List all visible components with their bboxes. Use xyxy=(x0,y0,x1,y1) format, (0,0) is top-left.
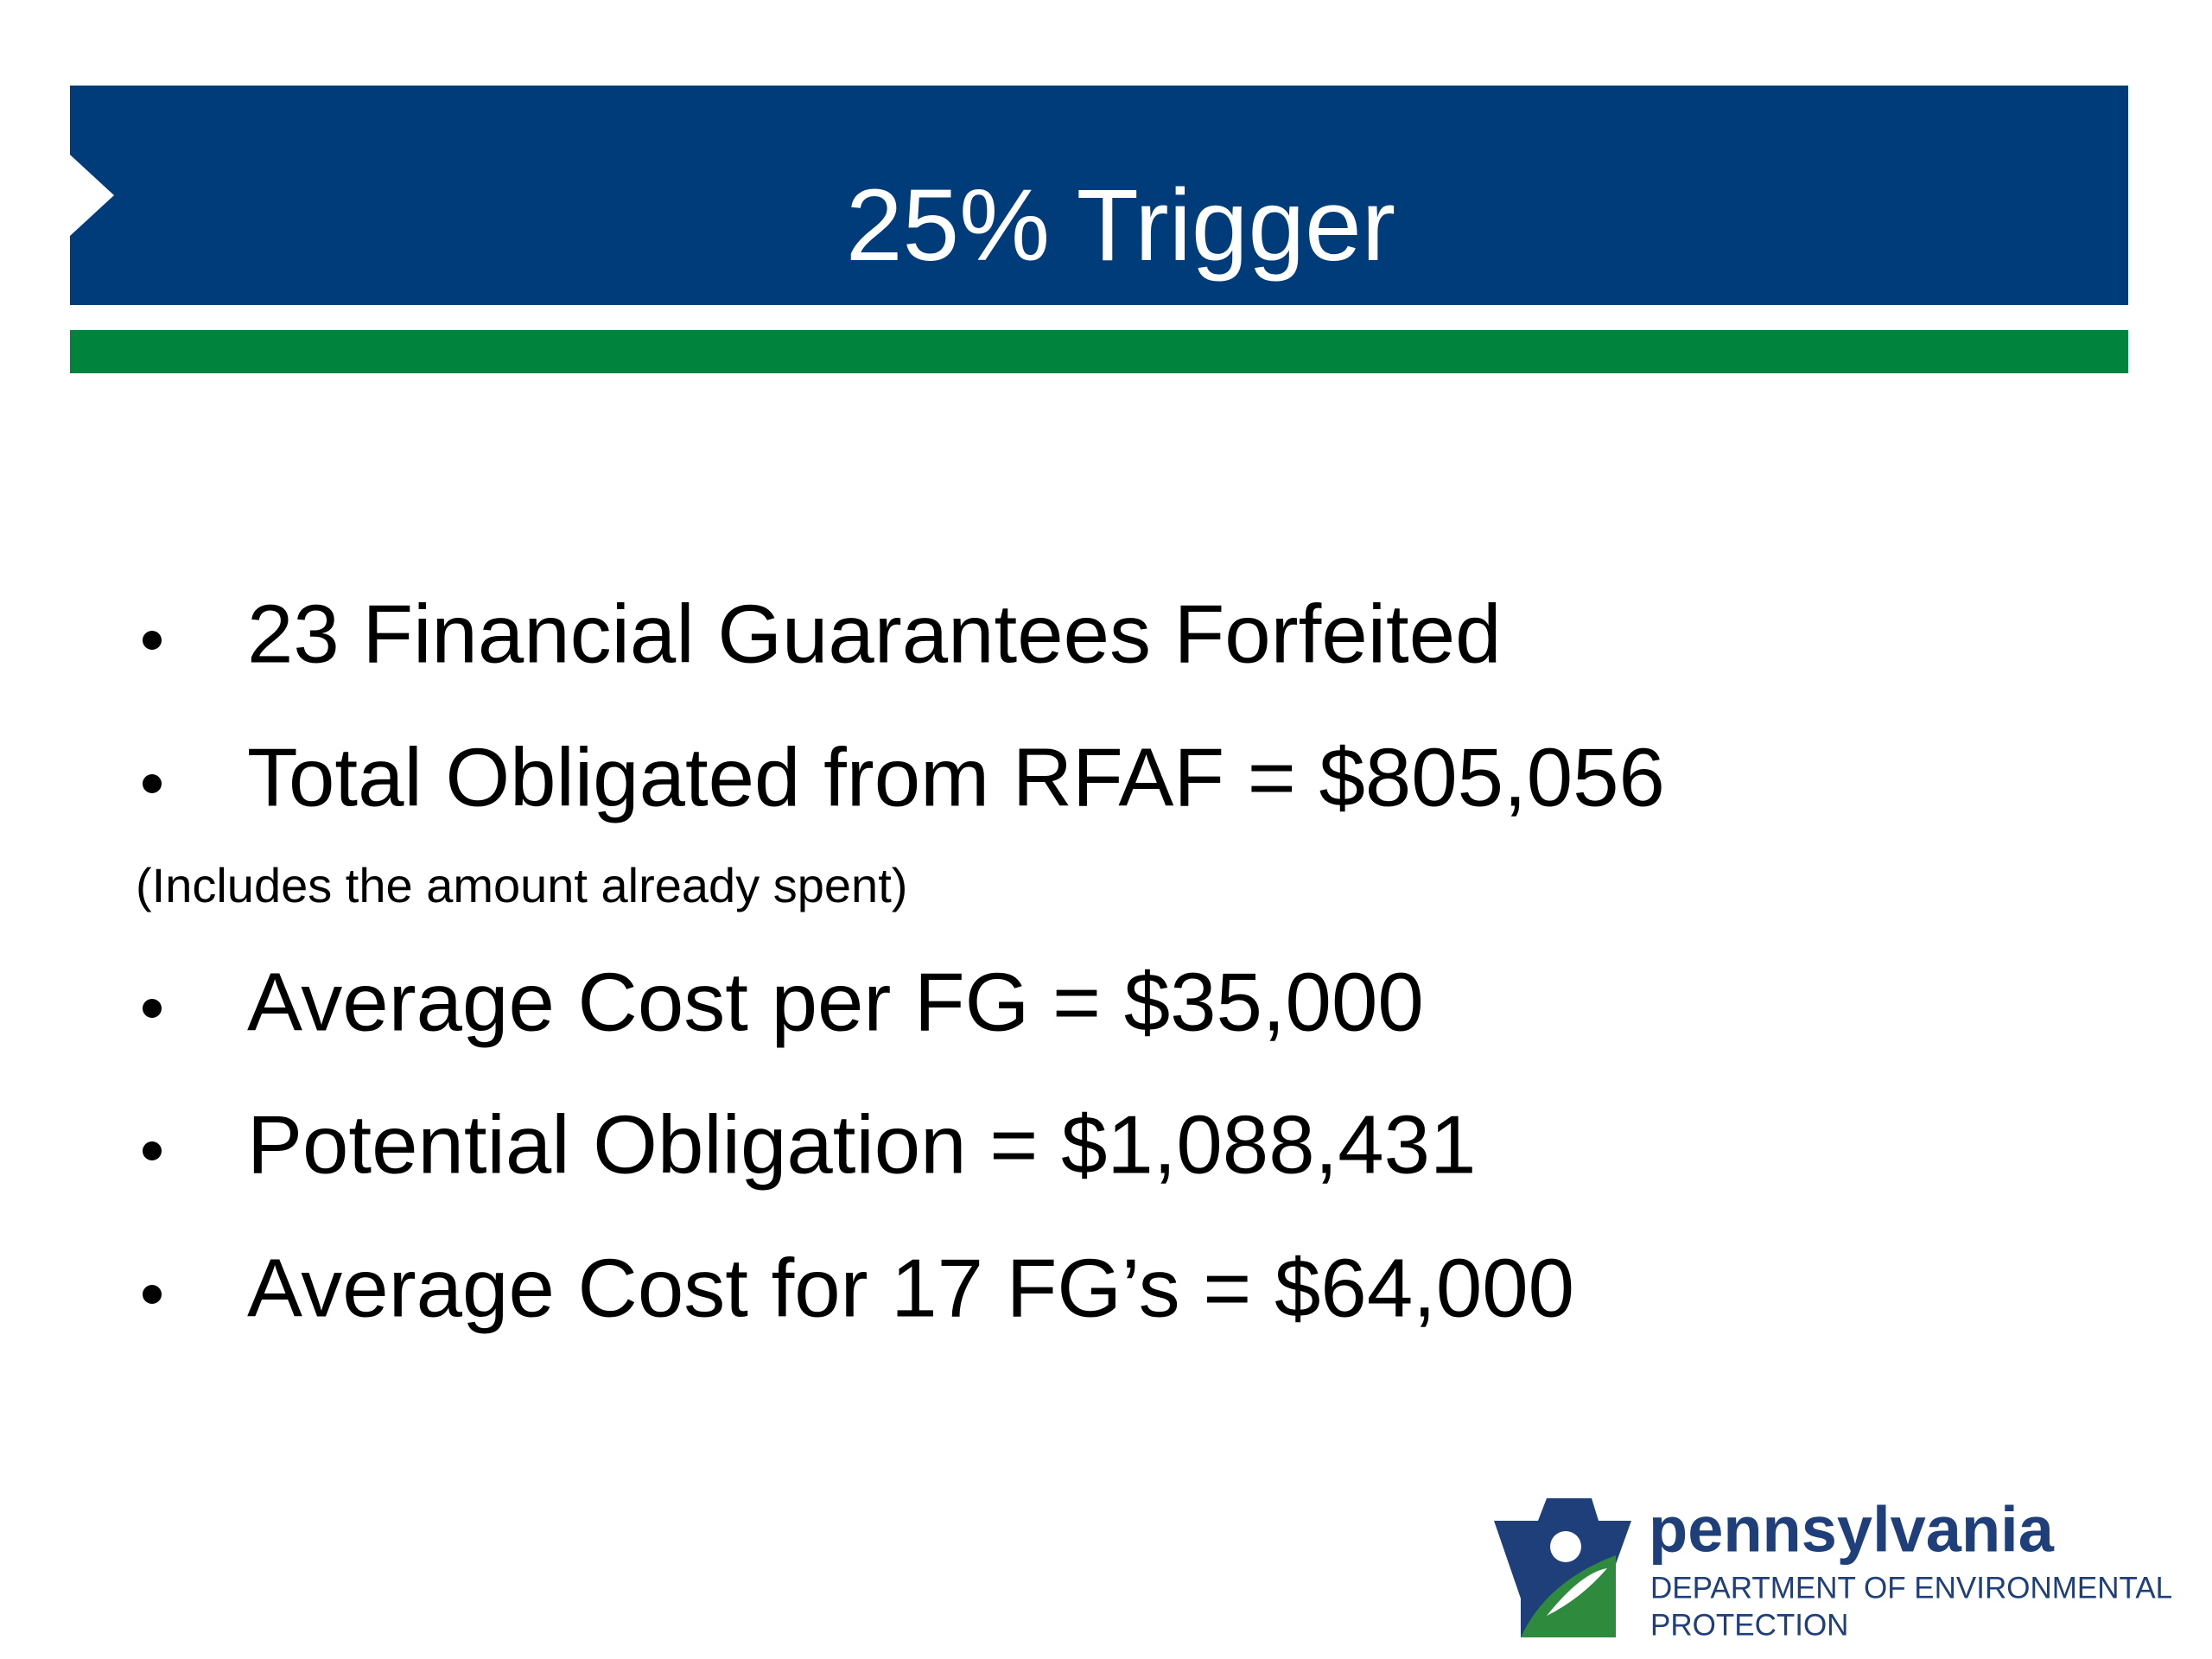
bullet-dot xyxy=(143,1285,162,1304)
logo-name: pennsylvania xyxy=(1649,1494,2055,1566)
banner-notch xyxy=(70,155,114,236)
bullet-text: Total Obligated from RFAF = $805,056 xyxy=(247,731,1665,823)
bullet-dot xyxy=(143,631,162,650)
logo-line: DEPARTMENT OF ENVIRONMENTAL xyxy=(1650,1571,2172,1605)
logo: pennsylvania DEPARTMENT OF ENVIRONMENTAL… xyxy=(1494,1494,2172,1642)
keystone-leaf xyxy=(1547,1568,1607,1616)
note: (Includes the amount already spent) xyxy=(136,858,907,912)
bullet-dot xyxy=(143,1141,162,1160)
bullet-text: Average Cost for 17 FG’s = $64,000 xyxy=(247,1242,1574,1334)
bullet-list: 23 Financial Guarantees Forfeited Total … xyxy=(136,588,1665,1334)
bullet-text: 23 Financial Guarantees Forfeited xyxy=(247,588,1501,680)
title-banner xyxy=(70,86,2128,305)
green-bar xyxy=(70,330,2128,373)
bullet-text: Potential Obligation = $1,088,431 xyxy=(247,1098,1476,1191)
bullet-text: Average Cost per FG = $35,000 xyxy=(247,956,1424,1048)
keystone-sun xyxy=(1550,1531,1581,1562)
logo-line: PROTECTION xyxy=(1650,1608,1848,1642)
bullet-dot xyxy=(143,999,162,1018)
bullet-dot xyxy=(143,774,162,793)
slide-title: 25% Trigger xyxy=(846,168,1395,283)
